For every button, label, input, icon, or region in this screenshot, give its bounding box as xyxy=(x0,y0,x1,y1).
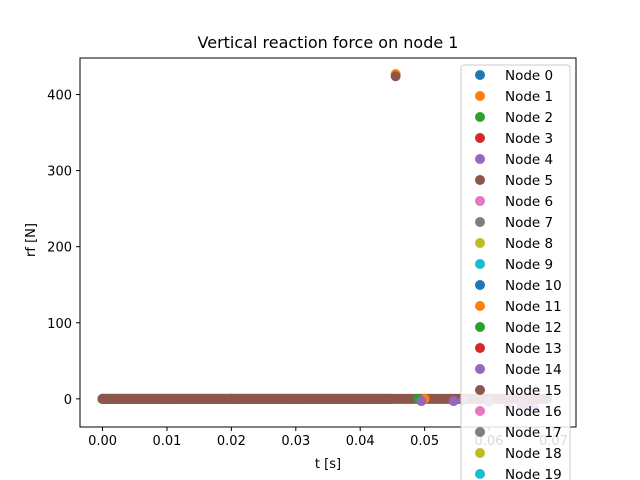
data-point xyxy=(416,396,427,407)
x-tick-label: 0.04 xyxy=(346,434,375,449)
x-tick-label: 0.00 xyxy=(88,434,117,449)
legend-label: Node 17 xyxy=(505,425,562,441)
legend-label: Node 12 xyxy=(505,320,562,336)
legend-marker xyxy=(475,448,485,458)
x-tick-label: 0.02 xyxy=(217,434,246,449)
legend-label: Node 1 xyxy=(505,89,553,105)
y-tick-label: 300 xyxy=(47,165,72,180)
legend-item: Node 18 xyxy=(475,446,562,462)
legend-label: Node 4 xyxy=(505,152,553,168)
legend-marker xyxy=(475,322,485,332)
chart-title: Vertical reaction force on node 1 xyxy=(198,33,459,52)
legend-marker xyxy=(475,91,485,101)
legend-marker xyxy=(475,343,485,353)
y-tick-label: 400 xyxy=(47,89,72,104)
legend-item: Node 15 xyxy=(475,383,562,399)
legend-label: Node 8 xyxy=(505,236,553,252)
legend-marker xyxy=(475,70,485,80)
legend-label: Node 2 xyxy=(505,110,553,126)
legend-item: Node 19 xyxy=(475,467,562,480)
x-tick-label: 0.01 xyxy=(152,434,181,449)
legend-item: Node 11 xyxy=(475,299,562,315)
legend-item: Node 6 xyxy=(475,194,553,210)
legend-marker xyxy=(475,238,485,248)
legend-label: Node 3 xyxy=(505,131,553,147)
legend-item: Node 0 xyxy=(475,68,553,84)
legend-marker xyxy=(475,133,485,143)
legend-label: Node 11 xyxy=(505,299,562,315)
legend: Node 0 Node 1 Node 2 Node 3 Node 4 Node 5 Node… xyxy=(460,64,571,480)
legend-item: Node 9 xyxy=(475,257,553,273)
legend-marker xyxy=(475,217,485,227)
legend-marker xyxy=(475,175,485,185)
legend-marker xyxy=(475,301,485,311)
x-axis-ticks: 0.000.010.020.030.040.050.060.07 xyxy=(88,427,568,449)
legend-item: Node 8 xyxy=(475,236,553,252)
legend-item: Node 16 xyxy=(475,404,562,420)
legend-label: Node 15 xyxy=(505,383,562,399)
x-tick-label: 0.03 xyxy=(281,434,310,449)
baseline-band-overlay xyxy=(97,393,396,404)
legend-label: Node 9 xyxy=(505,257,553,273)
legend-item: Node 13 xyxy=(475,341,562,357)
legend-item: Node 12 xyxy=(475,320,562,336)
legend-label: Node 6 xyxy=(505,194,553,210)
series-1 xyxy=(97,68,430,404)
legend-marker xyxy=(475,385,485,395)
legend-label: Node 16 xyxy=(505,404,562,420)
legend-box xyxy=(460,64,571,480)
series-5 xyxy=(97,71,401,404)
legend-label: Node 13 xyxy=(505,341,562,357)
legend-marker xyxy=(475,196,485,206)
legend-label: Node 5 xyxy=(505,173,553,189)
y-tick-label: 0 xyxy=(64,393,72,408)
y-tick-label: 200 xyxy=(47,241,72,256)
legend-marker xyxy=(475,259,485,269)
legend-item: Node 1 xyxy=(475,89,553,105)
legend-label: Node 19 xyxy=(505,467,562,480)
legend-item: Node 3 xyxy=(475,131,553,147)
legend-marker xyxy=(475,406,485,416)
legend-item: Node 14 xyxy=(475,362,562,378)
legend-item: Node 10 xyxy=(475,278,562,294)
y-axis-label: rf [N] xyxy=(24,223,39,257)
legend-marker xyxy=(475,112,485,122)
legend-marker xyxy=(475,469,485,479)
legend-marker xyxy=(475,154,485,164)
legend-label: Node 0 xyxy=(505,68,553,84)
legend-marker xyxy=(475,280,485,290)
legend-label: Node 10 xyxy=(505,278,562,294)
legend-item: Node 7 xyxy=(475,215,553,231)
legend-label: Node 14 xyxy=(505,362,562,378)
legend-label: Node 7 xyxy=(505,215,553,231)
legend-item: Node 17 xyxy=(475,425,562,441)
data-point xyxy=(438,393,449,404)
legend-item: Node 5 xyxy=(475,173,553,189)
data-point xyxy=(448,396,459,407)
axes-frame xyxy=(79,57,577,428)
legend-marker xyxy=(475,364,485,374)
y-axis-ticks: 0 100 200 300 400 xyxy=(47,89,80,408)
legend-label: Node 18 xyxy=(505,446,562,462)
y-tick-label: 100 xyxy=(47,317,72,332)
x-axis-label: t [s] xyxy=(315,457,341,472)
legend-item: Node 4 xyxy=(475,152,553,168)
data-point xyxy=(390,71,401,82)
x-tick-label: 0.05 xyxy=(410,434,439,449)
legend-item: Node 2 xyxy=(475,110,553,126)
legend-marker xyxy=(475,427,485,437)
